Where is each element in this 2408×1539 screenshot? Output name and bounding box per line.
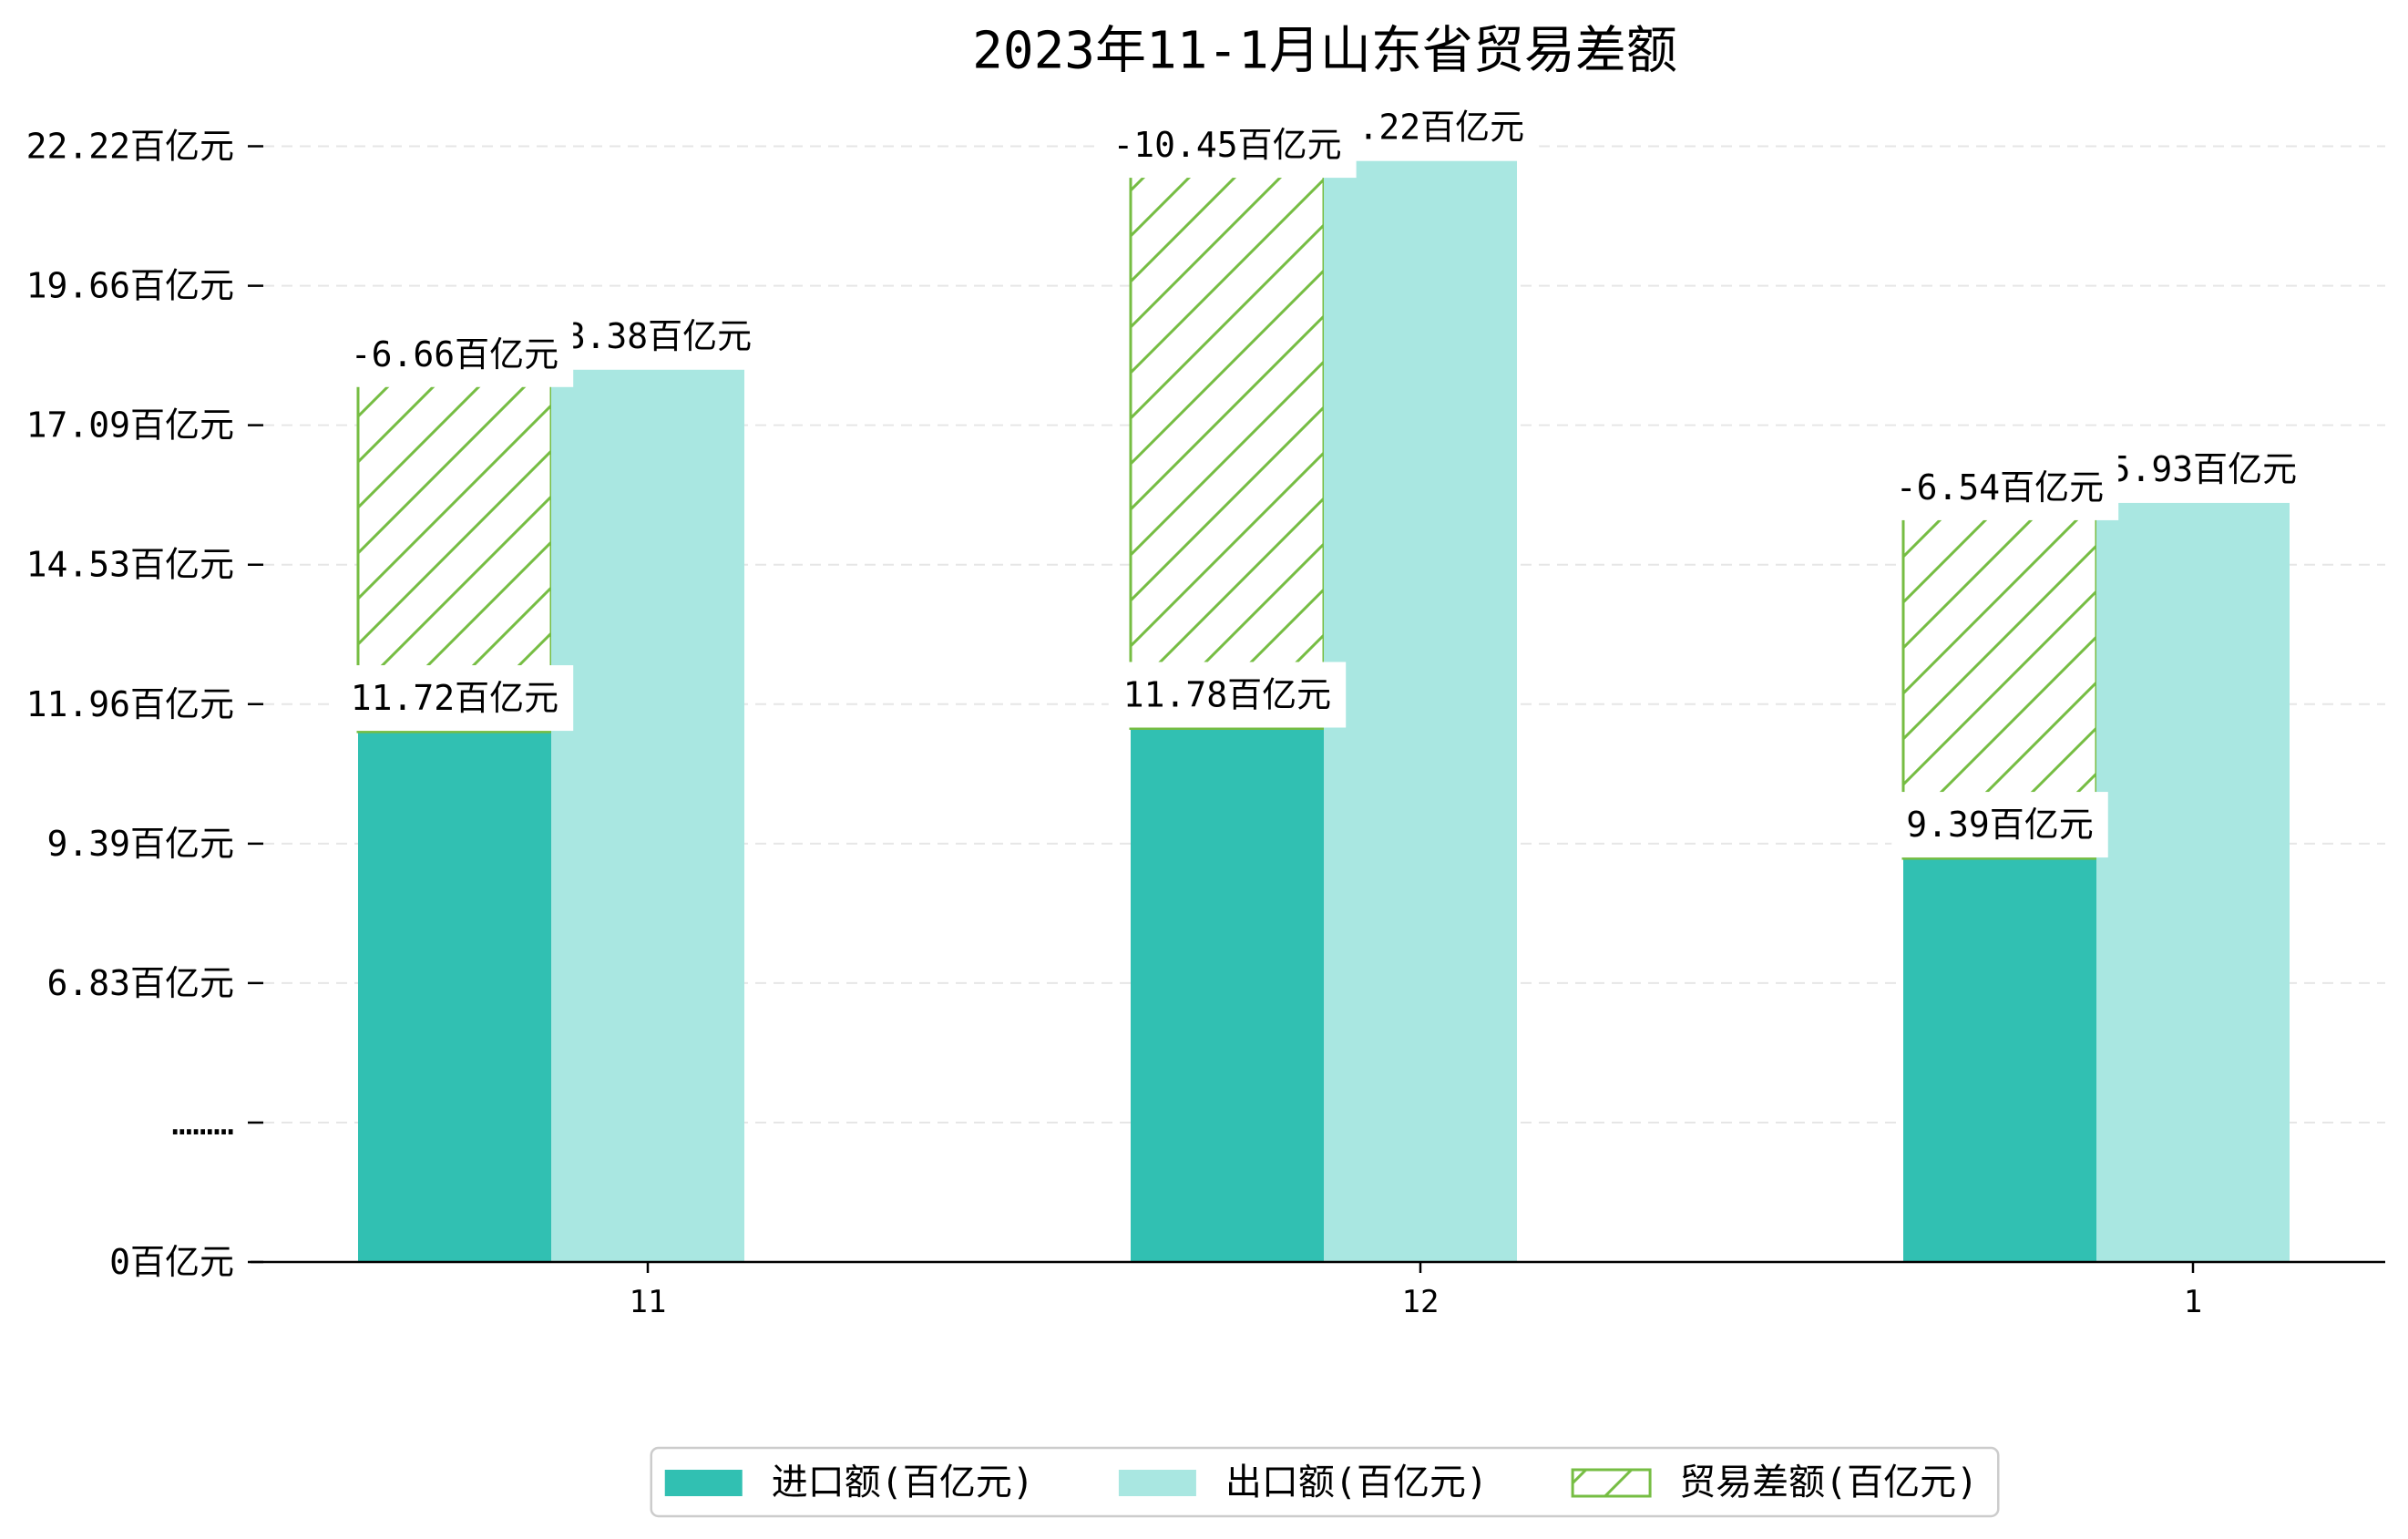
import-bar — [358, 732, 551, 1262]
import-bar — [1903, 858, 2096, 1262]
trade-balance-value-label-text: -10.45百亿元 — [1112, 125, 1341, 165]
legend-item: 进口额(百亿元) — [664, 1462, 1034, 1503]
import-value-label: 11.78百亿元 — [1108, 662, 1347, 728]
trade-balance-value-label-text: -6.66百亿元 — [351, 334, 558, 374]
trade-balance-value-label-text: -6.54百亿元 — [1896, 467, 2104, 508]
legend-label: 贸易差额(百亿元) — [1679, 1462, 1978, 1503]
x-tick-label: 12 — [1402, 1284, 1440, 1320]
x-tick-label: 11 — [630, 1284, 667, 1320]
legend-swatch — [1118, 1470, 1196, 1496]
import-value-label-text: 9.39百亿元 — [1906, 805, 2094, 845]
y-tick-label: 17.09百亿元 — [26, 405, 234, 446]
export-value-label-text: 18.38百亿元 — [544, 316, 752, 356]
export-bar — [1324, 160, 1517, 1263]
bars — [356, 159, 2290, 1263]
legend-label: 进口额(百亿元) — [772, 1462, 1034, 1503]
export-bar — [551, 369, 744, 1263]
trade-balance-value-label-box — [1098, 112, 1357, 179]
import-value-label: 11.72百亿元 — [335, 665, 574, 732]
y-tick-label: 19.66百亿元 — [26, 266, 234, 306]
trade-balance-value-label: -6.66百亿元 — [335, 321, 574, 387]
y-tick-label: 0百亿元 — [109, 1242, 234, 1282]
y-tick-label: 11.96百亿元 — [26, 684, 234, 724]
y-tick-label: 6.83百亿元 — [46, 963, 234, 1003]
y-tick-label: 9.39百亿元 — [46, 824, 234, 864]
legend-swatch — [664, 1470, 743, 1496]
y-tick-label: 14.53百亿元 — [26, 545, 234, 585]
axes: 0百亿元 ……… 6.83百亿元 9.39百亿元 11.96百亿元 14.53百亿元 17.… — [26, 127, 2385, 1320]
trade-balance-value-label-box — [335, 321, 574, 387]
import-value-label-text: 11.78百亿元 — [1123, 674, 1331, 714]
trade-balance-bar — [1129, 159, 1326, 730]
legend-item: 贸易差额(百亿元) — [1571, 1462, 1978, 1503]
trade-balance-value-label: -10.45百亿元 — [1098, 112, 1357, 179]
legend-label: 出口额(百亿元) — [1225, 1462, 1488, 1503]
import-value-label-box — [1891, 792, 2108, 858]
import-bar — [1131, 728, 1324, 1262]
import-value-label-text: 11.72百亿元 — [351, 678, 558, 718]
legend-item: 出口额(百亿元) — [1118, 1462, 1488, 1503]
trade-balance-value-label: -6.54百亿元 — [1880, 454, 2119, 520]
value-labels: 11.72百亿元 11.78百亿元9.39百亿元18.38百亿元22.22百亿元1… — [335, 94, 2312, 858]
y-tick-label: ……… — [171, 1103, 234, 1143]
legend-swatch — [1571, 1468, 1652, 1498]
y-tick-label: 22.22百亿元 — [26, 127, 234, 167]
legend-frame — [650, 1446, 2000, 1518]
export-value-label-text: 15.93百亿元 — [2089, 449, 2297, 489]
trade-balance-value-label-box — [1880, 454, 2119, 520]
import-value-label-box — [335, 665, 574, 732]
export-bar — [2096, 502, 2290, 1262]
chart-title: 2023年11-1月山东省贸易差额 — [972, 22, 1677, 81]
x-tick-label: 1 — [2184, 1284, 2202, 1320]
import-value-label: 9.39百亿元 — [1891, 792, 2108, 858]
import-value-label-box — [1108, 662, 1347, 728]
legend: 进口额(百亿元) 出口额(百亿元) 贸易差额(百亿元) — [650, 1446, 2000, 1518]
